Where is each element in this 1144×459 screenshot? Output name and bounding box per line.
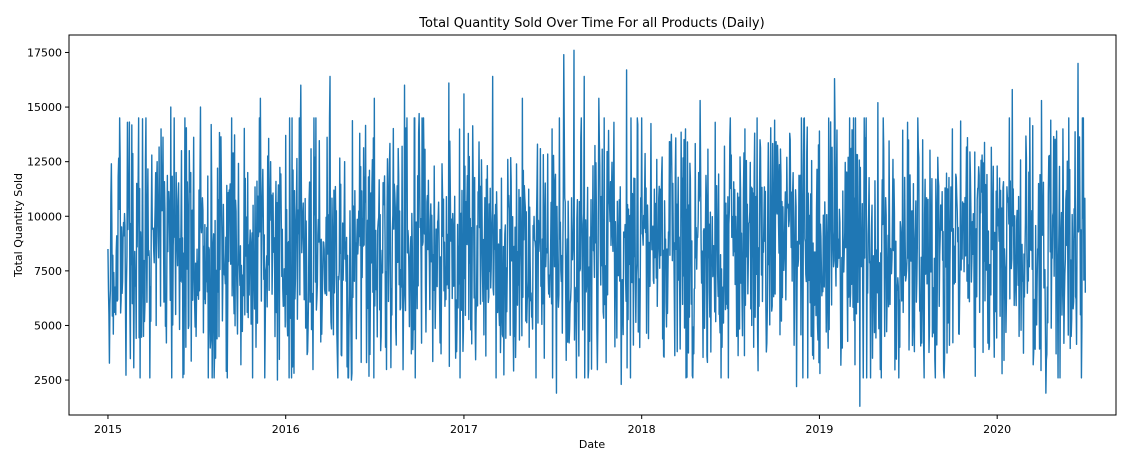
x-axis-label: Date: [579, 438, 606, 451]
y-tick-label: 7500: [34, 265, 62, 278]
x-axis: 2015 2016 2017 2018 2019 2020: [94, 415, 1011, 436]
x-tick-label: 2020: [983, 423, 1011, 436]
y-tick-label: 17500: [27, 46, 62, 59]
chart-title: Total Quantity Sold Over Time For all Pr…: [418, 16, 764, 31]
x-tick-label: 2017: [450, 423, 478, 436]
y-tick-label: 15000: [27, 101, 62, 114]
plot-frame: [68, 34, 1117, 416]
y-axis-label: Total Quantity Sold: [12, 173, 25, 278]
y-tick-label: 5000: [34, 319, 62, 332]
y-tick-label: 10000: [27, 210, 62, 223]
x-tick-label: 2015: [94, 423, 122, 436]
x-tick-label: 2016: [272, 423, 300, 436]
x-tick-label: 2018: [628, 423, 656, 436]
x-tick-label: 2019: [805, 423, 833, 436]
y-tick-label: 2500: [34, 374, 62, 387]
y-tick-label: 12500: [27, 156, 62, 169]
series-layer: [107, 49, 1087, 407]
y-axis: 2500 5000 7500 10000 12500 15000 17500: [27, 46, 69, 387]
series-line: [107, 49, 1087, 407]
